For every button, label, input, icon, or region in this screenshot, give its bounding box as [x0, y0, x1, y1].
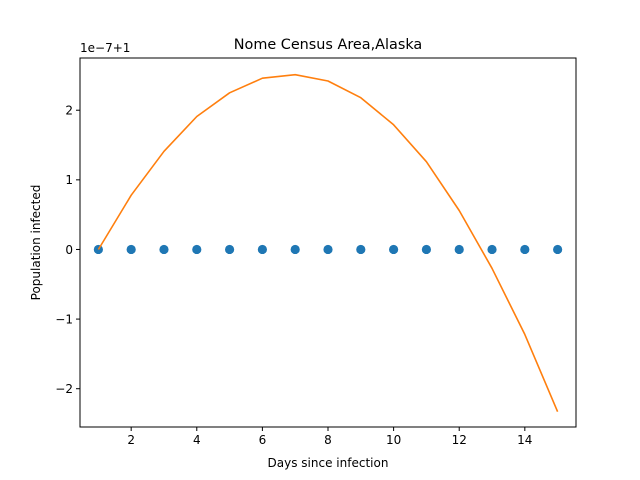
plot-frame: [79, 57, 577, 428]
data-point: [224, 244, 235, 255]
series-line: [97, 73, 559, 413]
x-tick-label: 14: [517, 433, 532, 447]
data-point: [126, 244, 136, 255]
y-axis-label: Population infected: [29, 185, 43, 301]
y-tick-label: 2: [65, 104, 73, 118]
x-tick-label: 4: [193, 433, 201, 447]
y-tick-label: 0: [65, 243, 73, 257]
data-point: [454, 244, 464, 255]
y-tick-label: −2: [55, 382, 73, 396]
data-point: [192, 244, 202, 255]
data-point: [389, 244, 399, 255]
x-tick-label: 8: [324, 433, 332, 447]
data-point: [520, 244, 530, 255]
x-tick-label: 2: [127, 433, 135, 447]
data-point: [159, 244, 169, 255]
y-tick-label: −1: [55, 312, 73, 326]
data-point: [290, 244, 300, 255]
data-point: [257, 244, 267, 255]
plot-area: [93, 73, 563, 413]
y-axis: −2 −1 0 1 2: [55, 104, 80, 396]
data-point: [421, 244, 432, 255]
data-point: [356, 244, 366, 255]
chart-title: Nome Census Area,Alaska: [234, 37, 422, 53]
x-tick-label: 12: [452, 433, 467, 447]
y-tick-label: 1: [65, 173, 73, 187]
data-point: [323, 244, 333, 255]
data-point: [553, 244, 563, 255]
data-point: [487, 244, 497, 255]
x-axis-label: Days since infection: [268, 456, 389, 470]
x-tick-label: 10: [386, 433, 401, 447]
y-offset-text: 1e−7+1: [80, 41, 130, 55]
x-tick-label: 6: [259, 433, 267, 447]
x-axis: 2 4 6 8 10 12 14: [127, 427, 532, 447]
